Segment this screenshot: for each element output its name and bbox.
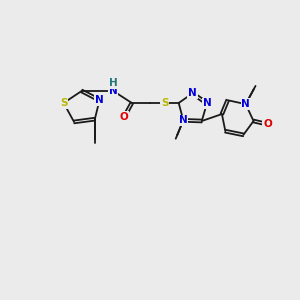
Text: O: O <box>120 112 129 122</box>
Text: N: N <box>188 88 197 98</box>
Text: N: N <box>202 98 211 109</box>
Text: O: O <box>263 119 272 129</box>
Text: N: N <box>95 95 104 105</box>
Text: N: N <box>109 86 118 96</box>
Text: S: S <box>161 98 169 108</box>
Text: N: N <box>179 115 188 125</box>
Text: S: S <box>60 98 68 108</box>
Text: N: N <box>241 99 250 109</box>
Text: H: H <box>109 78 118 88</box>
